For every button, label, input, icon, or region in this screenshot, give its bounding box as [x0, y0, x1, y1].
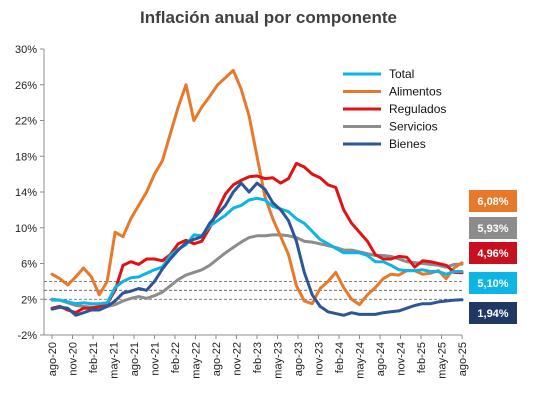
x-tick-label: may-24	[355, 342, 367, 379]
x-tick-label: feb-21	[88, 342, 100, 373]
x-tick-label: may-25	[437, 342, 449, 379]
end-value-badge	[469, 242, 517, 264]
y-tick-label: 10%	[15, 223, 37, 235]
end-value-badge	[469, 272, 517, 294]
series-line-regulados	[50, 161, 464, 315]
end-value-badge	[469, 302, 517, 324]
y-tick-label: 18%	[15, 151, 37, 163]
series-line-total	[50, 196, 464, 306]
x-tick-label: feb-23	[252, 342, 264, 373]
legend-label-regulados: Regulados	[389, 102, 446, 116]
x-tick-label: ago-25	[457, 342, 469, 376]
y-tick-label: 2%	[21, 294, 37, 306]
end-value-badge	[469, 190, 517, 212]
end-value-label: 6,08%	[477, 196, 508, 208]
end-value-label: 5,93%	[477, 223, 508, 235]
end-value-badge	[469, 217, 517, 239]
y-tick-label: -2%	[17, 330, 37, 342]
series-line-bienes	[50, 181, 464, 317]
x-tick-label: ago-22	[211, 342, 223, 376]
x-tick-label: may-21	[109, 342, 121, 379]
x-tick-label: may-22	[191, 342, 203, 379]
end-value-label: 5,10%	[477, 278, 508, 290]
y-tick-label: 22%	[15, 116, 37, 128]
x-tick-label: ago-24	[375, 342, 387, 376]
y-tick-label: 26%	[15, 80, 37, 92]
end-value-label: 1,94%	[477, 308, 508, 320]
y-tick-label: 30%	[15, 44, 37, 56]
chart-title: Inflación anual por componente	[140, 8, 397, 27]
x-tick-label: may-23	[273, 342, 285, 379]
x-tick-label: nov-24	[396, 342, 408, 376]
x-tick-label: nov-21	[150, 342, 162, 376]
x-tick-label: feb-25	[416, 342, 428, 373]
x-tick-label: nov-20	[68, 342, 80, 376]
y-tick-label: 14%	[15, 187, 37, 199]
x-tick-label: nov-22	[232, 342, 244, 376]
legend-label-alimentos: Alimentos	[389, 85, 442, 99]
x-tick-label: ago-21	[129, 342, 141, 376]
end-value-label: 4,96%	[477, 248, 508, 260]
x-tick-label: nov-23	[314, 342, 326, 376]
x-tick-label: ago-23	[293, 342, 305, 376]
legend-label-servicios: Servicios	[389, 120, 438, 134]
x-tick-label: feb-24	[334, 342, 346, 373]
legend-label-total: Total	[389, 67, 414, 81]
x-tick-label: feb-22	[170, 342, 182, 373]
legend-label-bienes: Bienes	[389, 137, 426, 151]
y-tick-label: 6%	[21, 259, 37, 271]
x-tick-label: ago-20	[47, 342, 59, 376]
series-line-alimentos	[50, 68, 464, 307]
